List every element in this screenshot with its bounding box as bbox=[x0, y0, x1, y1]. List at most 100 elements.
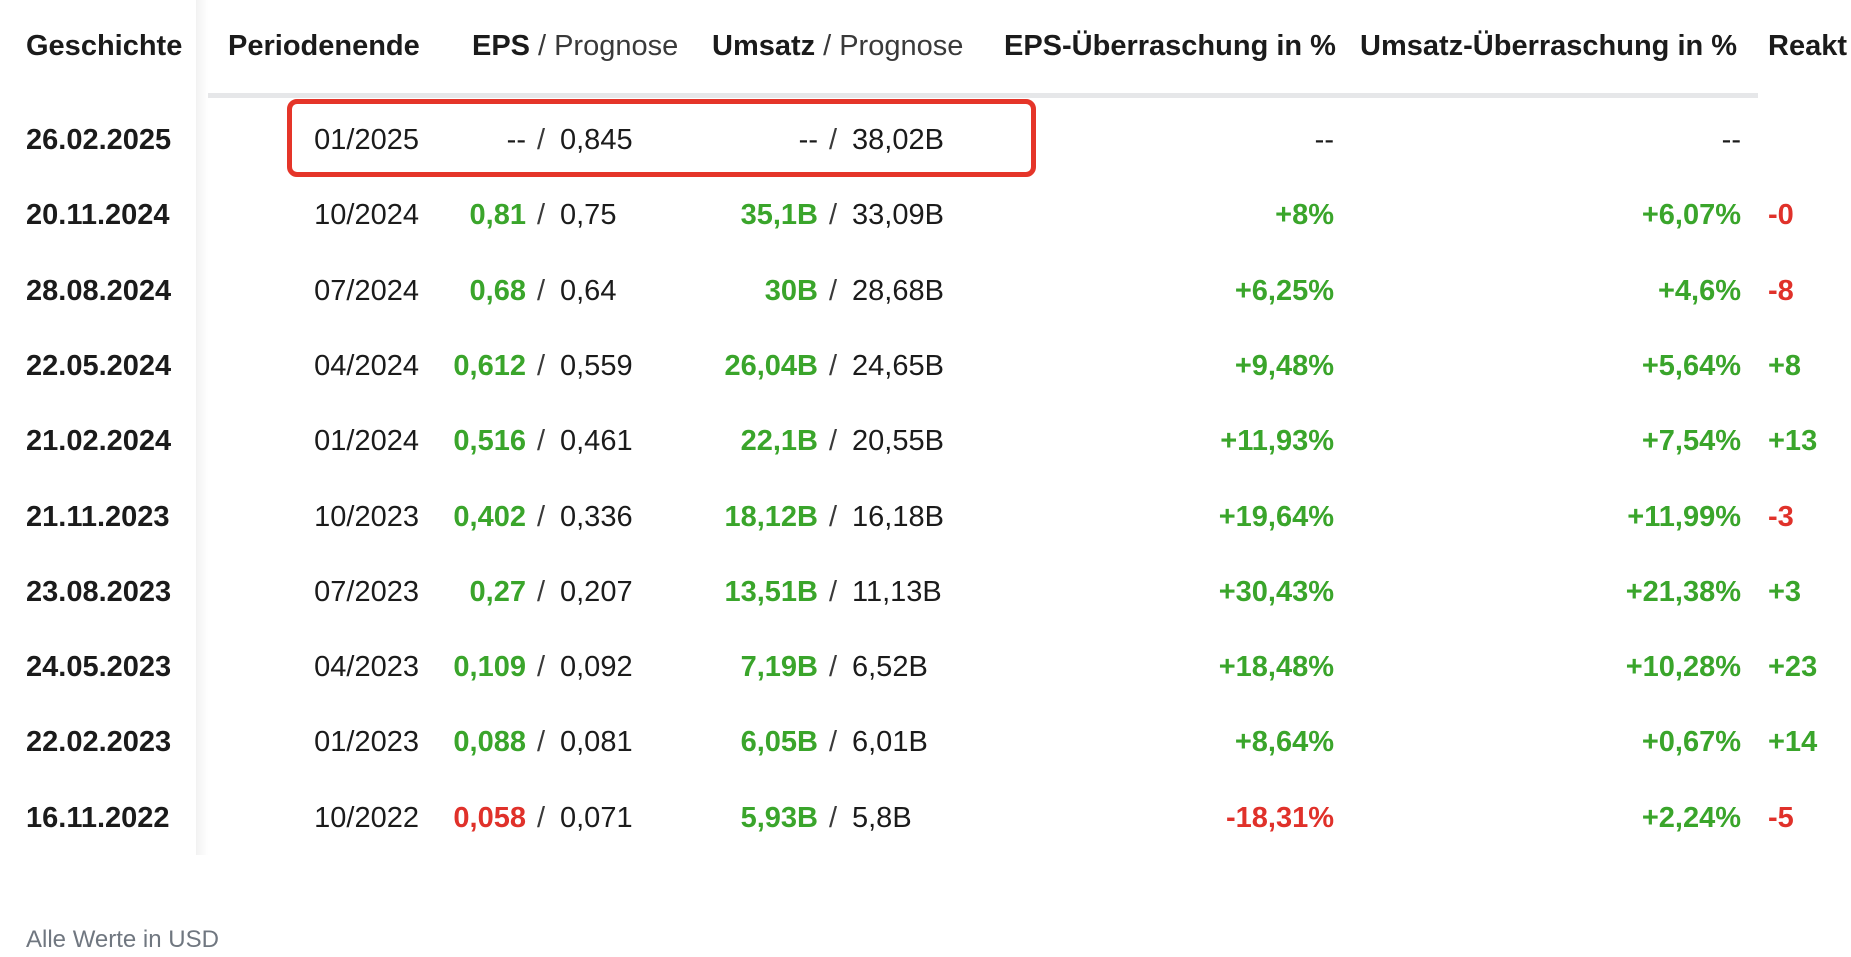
separator: / bbox=[537, 124, 546, 156]
eps-surprise: +8,64% bbox=[1234, 726, 1334, 759]
separator: / bbox=[829, 425, 838, 458]
revenue-surprise: +11,99% bbox=[1627, 500, 1741, 533]
period-end: 04/2023 bbox=[314, 651, 419, 684]
period-end: 10/2022 bbox=[314, 801, 419, 834]
table-row[interactable]: 21.02.2024 01/2024 0,516 / 0,461 22,1B / 20,55B… bbox=[0, 401, 1851, 476]
separator: / bbox=[537, 651, 546, 684]
report-date: 24.05.2023 bbox=[26, 651, 172, 684]
revenue-surprise: +6,07% bbox=[1641, 199, 1741, 232]
price-reaction: +8 bbox=[1768, 349, 1802, 382]
revenue-forecast: 5,8B bbox=[852, 801, 912, 834]
separator: / bbox=[823, 30, 832, 62]
revenue-actual: 7,19B bbox=[740, 651, 818, 684]
eps-actual: 0,81 bbox=[469, 199, 526, 232]
eps-forecast: 0,845 bbox=[560, 124, 633, 156]
revenue-forecast: 38,02B bbox=[852, 124, 944, 156]
report-date: 28.08.2024 bbox=[26, 274, 172, 307]
eps-forecast: 0,071 bbox=[560, 801, 633, 834]
eps-surprise: +11,93% bbox=[1220, 425, 1334, 458]
column-header-reaction[interactable]: Reakt bbox=[1768, 30, 1847, 62]
revenue-forecast: 33,09B bbox=[852, 199, 944, 232]
period-end: 10/2023 bbox=[314, 500, 419, 533]
table-row[interactable]: 16.11.2022 10/2022 0,058 / 0,071 5,93B / 5,8B -1… bbox=[0, 778, 1851, 853]
sticky-column-shadow bbox=[196, 0, 208, 855]
separator: / bbox=[538, 30, 547, 62]
revenue-forecast: 6,01B bbox=[852, 726, 928, 759]
report-date: 21.11.2023 bbox=[26, 500, 170, 533]
separator: / bbox=[829, 726, 838, 759]
revenue-surprise: +21,38% bbox=[1625, 575, 1741, 608]
report-date: 22.02.2023 bbox=[26, 726, 172, 759]
revenue-actual: 22,1B bbox=[740, 425, 818, 458]
column-header-eps[interactable]: EPS / Prognose bbox=[472, 30, 678, 63]
eps-actual: -- bbox=[506, 124, 526, 156]
revenue-actual: 18,12B bbox=[724, 500, 818, 533]
revenue-forecast: 20,55B bbox=[852, 425, 944, 458]
eps-actual: 0,612 bbox=[453, 349, 526, 382]
eps-forecast: 0,461 bbox=[560, 425, 633, 458]
table-row[interactable]: 21.11.2023 10/2023 0,402 / 0,336 18,12B / 16,18… bbox=[0, 477, 1851, 552]
revenue-surprise: +10,28% bbox=[1625, 651, 1741, 684]
table-row[interactable]: 23.08.2023 07/2023 0,27 / 0,207 13,51B / 11,13B… bbox=[0, 552, 1851, 627]
revenue-forecast-label: Prognose bbox=[839, 30, 964, 62]
price-reaction: -8 bbox=[1768, 274, 1794, 307]
eps-forecast: 0,559 bbox=[560, 349, 633, 382]
revenue-actual: 35,1B bbox=[740, 199, 818, 232]
eps-forecast: 0,75 bbox=[560, 199, 617, 232]
table-row[interactable]: 24.05.2023 04/2023 0,109 / 0,092 7,19B / 6,52B +… bbox=[0, 627, 1851, 702]
revenue-actual: 30B bbox=[764, 274, 818, 307]
revenue-surprise: -- bbox=[1721, 124, 1741, 156]
table-row[interactable]: 22.05.2024 04/2024 0,612 / 0,559 26,04B / 24,65… bbox=[0, 326, 1851, 401]
separator: / bbox=[537, 274, 546, 307]
column-header-revenue[interactable]: Umsatz / Prognose bbox=[712, 30, 963, 63]
eps-surprise: -- bbox=[1314, 124, 1334, 156]
report-date: 16.11.2022 bbox=[26, 801, 170, 834]
revenue-forecast: 11,13B bbox=[852, 575, 942, 608]
price-reaction: +14 bbox=[1768, 726, 1818, 759]
revenue-actual: 26,04B bbox=[724, 349, 818, 382]
separator: / bbox=[537, 575, 546, 608]
highlight-annotation-box bbox=[287, 99, 1036, 177]
revenue-surprise: +7,54% bbox=[1641, 425, 1741, 458]
separator: / bbox=[829, 801, 838, 834]
revenue-surprise: +0,67% bbox=[1641, 726, 1741, 759]
price-reaction: +13 bbox=[1768, 425, 1818, 458]
period-end: 01/2024 bbox=[314, 425, 419, 458]
price-reaction: -3 bbox=[1768, 500, 1794, 533]
column-header-period-end[interactable]: Periodenende bbox=[228, 30, 420, 62]
footer-note: Alle Werte in USD bbox=[26, 926, 219, 953]
column-header-history[interactable]: Geschichte bbox=[26, 30, 183, 62]
eps-forecast: 0,64 bbox=[560, 274, 617, 307]
revenue-forecast: 28,68B bbox=[852, 274, 944, 307]
eps-actual: 0,088 bbox=[453, 726, 526, 759]
separator: / bbox=[829, 274, 838, 307]
report-date: 20.11.2024 bbox=[26, 199, 170, 232]
period-end: 07/2024 bbox=[314, 274, 419, 307]
report-date: 23.08.2023 bbox=[26, 575, 172, 608]
revenue-actual: 13,51B bbox=[724, 575, 818, 608]
eps-actual: 0,516 bbox=[453, 425, 526, 458]
separator: / bbox=[829, 349, 838, 382]
table-row[interactable]: 22.02.2023 01/2023 0,088 / 0,081 6,05B / 6,01B +… bbox=[0, 702, 1851, 777]
revenue-actual: -- bbox=[798, 124, 818, 156]
eps-surprise: +8% bbox=[1275, 199, 1334, 232]
table-row[interactable]: 20.11.2024 10/2024 0,81 / 0,75 35,1B / 33,09B +8… bbox=[0, 175, 1851, 250]
separator: / bbox=[537, 801, 546, 834]
report-date: 21.02.2024 bbox=[26, 425, 172, 458]
revenue-surprise: +4,6% bbox=[1657, 274, 1741, 307]
price-reaction: +3 bbox=[1768, 575, 1802, 608]
revenue-actual: 5,93B bbox=[740, 801, 818, 834]
column-header-revenue-surprise[interactable]: Umsatz-Überraschung in % bbox=[1360, 30, 1738, 62]
separator: / bbox=[829, 124, 838, 156]
eps-actual: 0,402 bbox=[453, 500, 526, 533]
revenue-forecast: 24,65B bbox=[852, 349, 944, 382]
eps-actual: 0,058 bbox=[453, 801, 526, 834]
eps-surprise: +18,48% bbox=[1218, 651, 1334, 684]
separator: / bbox=[537, 199, 546, 232]
period-end: 01/2025 bbox=[314, 124, 419, 156]
eps-actual: 0,109 bbox=[453, 651, 526, 684]
table-row[interactable]: 28.08.2024 07/2024 0,68 / 0,64 30B / 28,68B +6,2… bbox=[0, 251, 1851, 326]
column-header-eps-surprise[interactable]: EPS-Überraschung in % bbox=[1004, 30, 1336, 62]
revenue-forecast: 6,52B bbox=[852, 651, 928, 684]
table-row[interactable]: 26.02.2025 01/2025 -- / 0,845 -- / 38,02B -- -- bbox=[0, 100, 1851, 175]
